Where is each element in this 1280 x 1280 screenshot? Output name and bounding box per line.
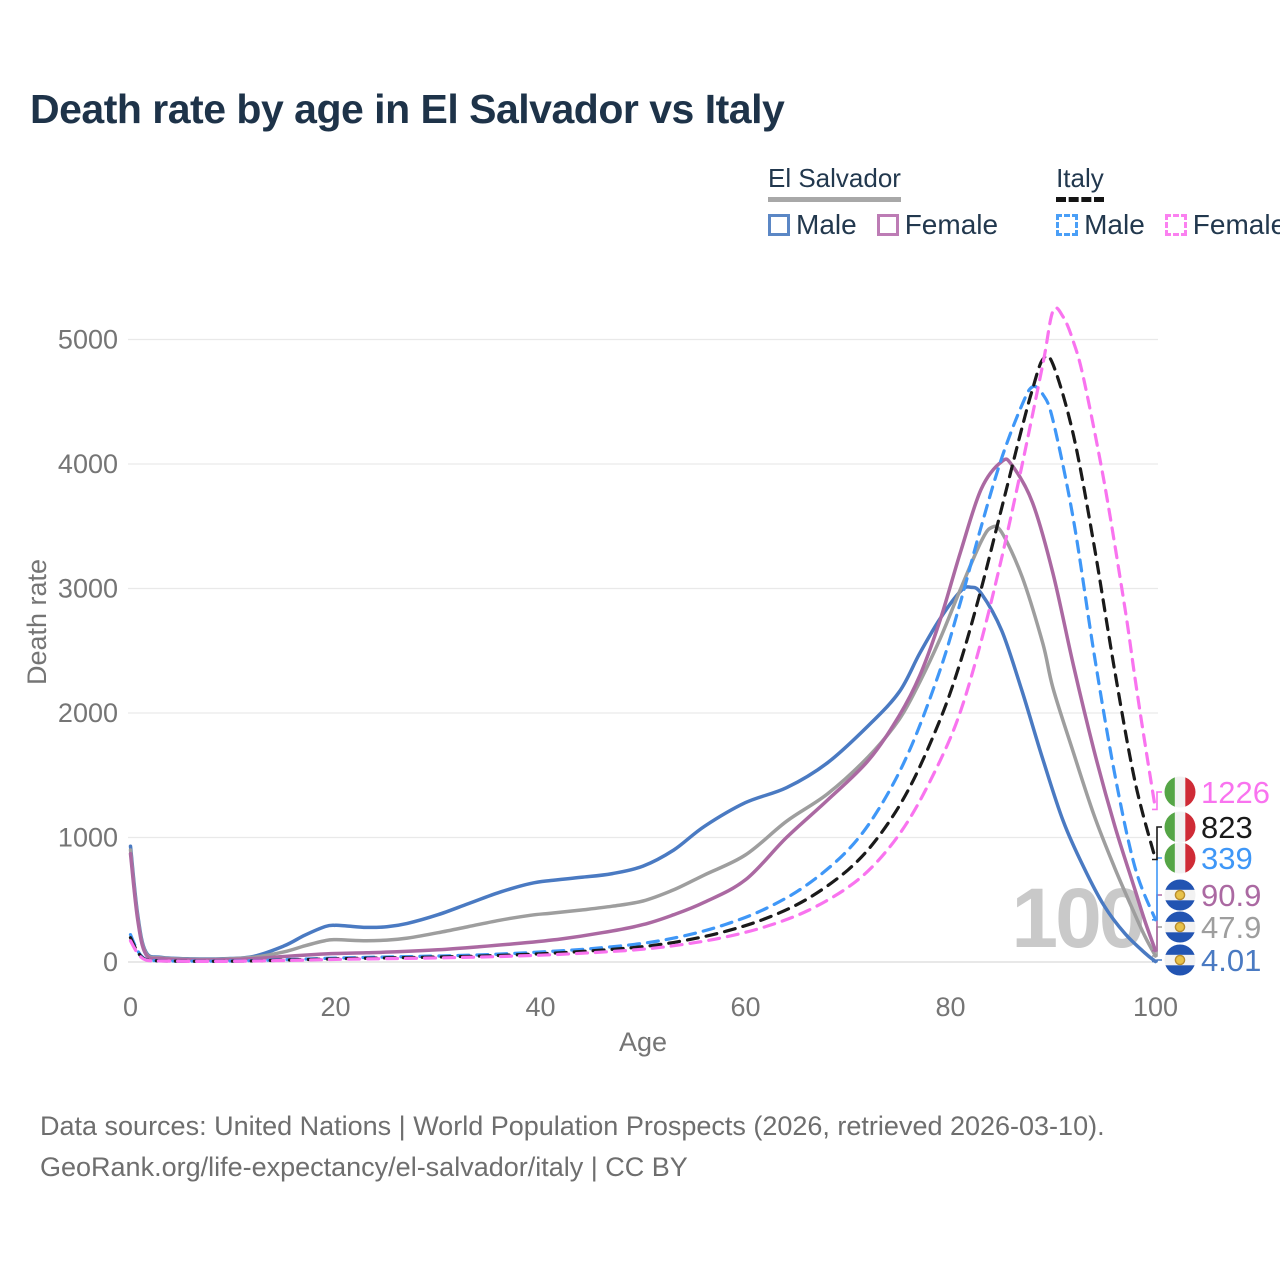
- chart-legend: El Salvador Male Female Italy Male Femal…: [768, 163, 1280, 241]
- label-connector: [1152, 959, 1162, 963]
- x-axis-title: Age: [619, 1027, 667, 1057]
- legend-item-italy-female[interactable]: Female: [1164, 209, 1280, 241]
- label-connector: [1152, 791, 1162, 811]
- y-tick-label: 1000: [58, 823, 118, 853]
- y-tick-label: 5000: [58, 325, 118, 355]
- end-value-label: 90.9: [1201, 878, 1261, 913]
- data-source-line: Data sources: United Nations | World Pop…: [40, 1111, 1105, 1141]
- el-salvador-male-swatch-icon: [768, 214, 790, 236]
- italy-flag-icon: [1164, 811, 1196, 843]
- legend-group-italy: Italy Male Female: [1056, 163, 1280, 241]
- y-tick-label: 4000: [58, 449, 118, 479]
- legend-label: Male: [796, 209, 857, 240]
- legend-group-el-salvador: El Salvador Male Female: [768, 163, 998, 241]
- series-line-italy-both-sexes: [128, 354, 1158, 963]
- data-source-footer: Data sources: United Nations | World Pop…: [40, 1106, 1105, 1188]
- x-tick-label: 100: [1133, 992, 1178, 1022]
- legend-label: Female: [1192, 209, 1280, 240]
- legend-label: Female: [904, 209, 999, 240]
- el-salvador-flag-icon: [1164, 944, 1196, 976]
- italy-flag-icon: [1164, 842, 1196, 874]
- end-value-label: 1226: [1201, 775, 1270, 810]
- italy-male-swatch-icon: [1056, 214, 1079, 236]
- end-value-label: 47.9: [1201, 910, 1261, 945]
- el-salvador-flag-icon: [1164, 879, 1196, 911]
- series-line-el-salvador-male: [128, 585, 1158, 964]
- legend-item-italy-male[interactable]: Male: [1056, 209, 1145, 241]
- end-value-label: 4.01: [1201, 943, 1261, 978]
- page-title: Death rate by age in El Salvador vs Ital…: [30, 86, 785, 132]
- legend-header-el-salvador: El Salvador: [768, 163, 901, 202]
- series-line-italy-female: [128, 306, 1158, 964]
- legend-label: Male: [1084, 209, 1145, 240]
- legend-item-el-salvador-male[interactable]: Male: [768, 209, 857, 241]
- attribution-line: GeoRank.org/life-expectancy/el-salvador/…: [40, 1152, 688, 1182]
- y-tick-label: 2000: [58, 698, 118, 728]
- y-tick-label: 3000: [58, 574, 118, 604]
- el-salvador-female-swatch-icon: [876, 214, 899, 236]
- x-tick-label: 40: [525, 992, 555, 1022]
- x-tick-label: 20: [320, 992, 350, 1022]
- end-value-label: 339: [1201, 841, 1253, 876]
- label-connector: [1152, 857, 1162, 921]
- y-tick-label: 0: [103, 947, 118, 977]
- el-salvador-flag-icon: [1164, 911, 1196, 943]
- series-line-italy-male: [128, 384, 1158, 963]
- legend-header-italy: Italy: [1056, 163, 1104, 202]
- label-connector: [1152, 894, 1162, 952]
- series-line-el-salvador-both-sexes: [128, 524, 1158, 962]
- x-tick-label: 60: [730, 992, 760, 1022]
- end-value-label: 823: [1201, 810, 1253, 845]
- y-axis-title: Death rate: [22, 559, 52, 685]
- legend-item-el-salvador-female[interactable]: Female: [876, 209, 999, 241]
- italy-flag-icon: [1164, 776, 1196, 808]
- label-connector: [1152, 826, 1162, 861]
- x-tick-label: 0: [123, 992, 138, 1022]
- italy-female-swatch-icon: [1164, 214, 1187, 236]
- x-tick-label: 80: [935, 992, 965, 1022]
- series-line-el-salvador-female: [128, 457, 1158, 962]
